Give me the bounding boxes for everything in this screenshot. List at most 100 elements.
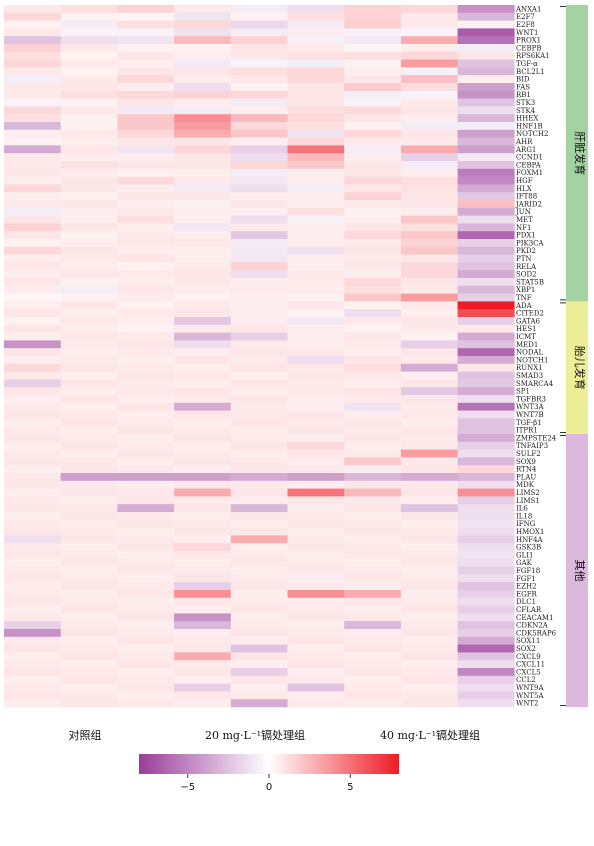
gene-label: SOD2	[516, 271, 537, 279]
gene-label: HGF	[516, 177, 533, 185]
heatmap-cell	[344, 449, 402, 458]
category-label: 肝脏发育	[573, 131, 587, 175]
gene-label: PDX1	[516, 232, 536, 240]
heatmap-cell	[400, 371, 458, 380]
gene-labels: ANXA1E2F7E2F8WNT1PROX1CEBPBRPS6KA1TGF-αB…	[515, 5, 557, 707]
heatmap-cell	[344, 67, 402, 76]
heatmap-cell	[344, 98, 402, 107]
heatmap-cell	[4, 168, 61, 177]
heatmap-cell	[117, 363, 175, 372]
heatmap-cell	[4, 246, 61, 255]
heatmap-cell	[4, 254, 61, 263]
gene-label: RTN4	[516, 466, 537, 474]
heatmap-cell	[60, 527, 118, 536]
heatmap-cell	[457, 161, 515, 170]
heatmap-cell	[344, 629, 402, 638]
heatmap-cell	[287, 270, 345, 279]
heatmap-cell	[117, 44, 175, 53]
heatmap-cell	[230, 332, 288, 341]
heatmap-cell	[230, 114, 288, 123]
heatmap-cell	[174, 231, 232, 240]
heatmap-cell	[287, 426, 345, 435]
heatmap-cell	[287, 215, 345, 224]
heatmap-cell	[287, 5, 345, 14]
heatmap-cell	[287, 145, 345, 154]
heatmap-cell	[344, 59, 402, 68]
heatmap-cell	[457, 535, 515, 544]
heatmap-cell	[344, 12, 402, 21]
heatmap-cell	[60, 504, 118, 513]
heatmap-cell	[344, 543, 402, 552]
heatmap-cell	[344, 441, 402, 450]
gene-label: ADA	[515, 302, 533, 310]
heatmap-cell	[174, 590, 232, 599]
heatmap-cell	[117, 270, 175, 279]
gene-label: CEBPB	[516, 44, 541, 52]
heatmap-cell	[457, 137, 515, 146]
gene-label: TGFBR3	[516, 395, 546, 403]
heatmap-cell	[230, 590, 288, 599]
heatmap-cell	[287, 192, 345, 201]
gene-label: NF1	[516, 224, 531, 232]
heatmap-cell	[457, 12, 515, 21]
heatmap-cell	[117, 59, 175, 68]
heatmap-cell	[344, 512, 402, 521]
heatmap-cell	[117, 20, 175, 29]
heatmap-cell	[60, 566, 118, 575]
heatmap-cell	[117, 551, 175, 560]
heatmap-cell	[287, 161, 345, 170]
heatmap-cell	[344, 582, 402, 591]
heatmap-cell	[4, 675, 61, 684]
gene-label: PLAU	[516, 473, 536, 481]
heatmap-cell	[4, 28, 61, 37]
heatmap-cell	[344, 597, 402, 606]
heatmap-cell	[174, 605, 232, 614]
heatmap-cell	[117, 691, 175, 700]
heatmap-cell	[117, 75, 175, 84]
heatmap-cell	[457, 36, 515, 45]
heatmap-cell	[60, 683, 118, 692]
heatmap-cell	[174, 613, 232, 622]
heatmap-cell	[400, 301, 458, 310]
heatmap-cell	[457, 301, 515, 310]
heatmap-cell	[287, 395, 345, 404]
heatmap-cell	[4, 535, 61, 544]
heatmap-cell	[4, 153, 61, 162]
heatmap-cell	[60, 636, 118, 645]
heatmap-cell	[457, 20, 515, 29]
heatmap-cell	[344, 426, 402, 435]
heatmap-cell	[60, 129, 118, 138]
heatmap-cell	[230, 668, 288, 677]
heatmap-cell	[344, 668, 402, 677]
heatmap-cell	[344, 558, 402, 567]
heatmap-cell	[457, 317, 515, 326]
heatmap-cell	[287, 496, 345, 505]
heatmap-cell	[60, 67, 118, 76]
heatmap-cell	[174, 239, 232, 248]
heatmap-cell	[174, 512, 232, 521]
heatmap-cell	[400, 465, 458, 474]
heatmap-cell	[174, 309, 232, 318]
heatmap-cell	[457, 590, 515, 599]
heatmap-cell	[174, 348, 232, 357]
gene-label: CCL2	[516, 676, 536, 684]
heatmap-cell	[4, 12, 61, 21]
heatmap-cell	[344, 496, 402, 505]
heatmap-cell	[117, 207, 175, 216]
heatmap-cell	[4, 223, 61, 232]
heatmap-cell	[174, 5, 232, 14]
heatmap-cell	[60, 153, 118, 162]
heatmap-cell	[60, 122, 118, 131]
heatmap-cell	[400, 418, 458, 427]
heatmap-cell	[400, 51, 458, 60]
heatmap-cell	[344, 215, 402, 224]
heatmap-cell	[344, 184, 402, 193]
heatmap-cell	[60, 12, 118, 21]
heatmap-cell	[230, 20, 288, 29]
heatmap-cell	[287, 418, 345, 427]
heatmap-cell	[230, 441, 288, 450]
heatmap-cell	[344, 340, 402, 349]
heatmap-cell	[4, 67, 61, 76]
heatmap-cell	[457, 192, 515, 201]
heatmap-cell	[344, 535, 402, 544]
